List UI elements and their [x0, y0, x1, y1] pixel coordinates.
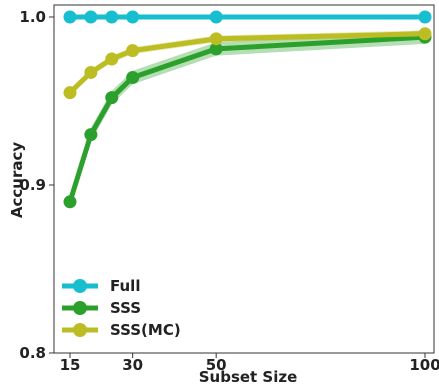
data-point — [105, 52, 119, 66]
data-point — [84, 128, 98, 142]
data-point — [84, 65, 98, 79]
data-point — [209, 10, 223, 24]
data-point — [63, 195, 77, 209]
data-point — [63, 86, 77, 100]
x-tick-label: 50 — [206, 356, 227, 374]
legend-marker — [73, 279, 87, 293]
y-tick-label: 0.8 — [19, 344, 46, 362]
legend-marker — [73, 301, 87, 315]
legend-marker — [73, 323, 87, 337]
y-tick-label: 1.0 — [19, 8, 46, 26]
data-point — [63, 10, 77, 24]
error-bands — [70, 30, 425, 209]
y-axis-ticks: 0.8 0.9 1.0 — [19, 8, 54, 362]
plot-frame — [53, 4, 435, 354]
y-tick-label: 0.9 — [19, 176, 46, 194]
data-point — [418, 10, 432, 24]
data-point — [126, 70, 140, 84]
data-point — [126, 44, 140, 58]
series-line — [67, 34, 428, 205]
data-point — [126, 10, 140, 24]
y-axis-title: Accuracy — [8, 142, 26, 218]
data-point — [105, 10, 119, 24]
series-markers — [63, 10, 432, 209]
x-tick-label: 30 — [122, 356, 143, 374]
data-point — [209, 42, 223, 56]
legend-label: Full — [110, 277, 140, 295]
data-point — [209, 32, 223, 46]
x-axis-title: Subset Size — [199, 368, 298, 384]
x-axis-ticks: 15 30 50 100 — [60, 353, 439, 374]
legend-label: SSS(MC) — [110, 321, 181, 339]
data-point — [418, 27, 432, 41]
x-tick-label: 100 — [409, 356, 439, 374]
legend: Full SSS SSS(MC) — [62, 277, 181, 339]
x-tick-label: 15 — [60, 356, 81, 374]
data-point — [84, 10, 98, 24]
error-band — [70, 30, 425, 209]
data-point — [105, 91, 119, 105]
legend-label: SSS — [110, 299, 141, 317]
